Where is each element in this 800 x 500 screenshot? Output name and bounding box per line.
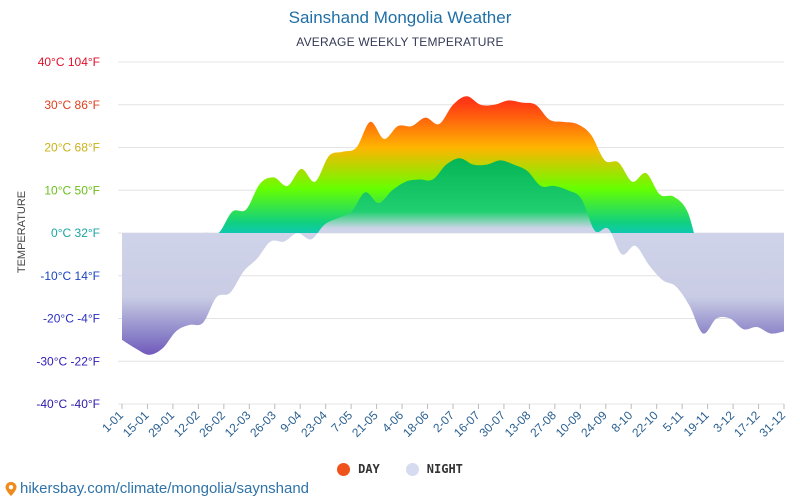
x-tick-label: 18-06 (400, 408, 432, 440)
x-tick-label: 21-05 (349, 408, 381, 440)
legend-item-night[interactable]: NIGHT (405, 462, 463, 476)
y-tick-label: 20°C 68°F (44, 141, 100, 155)
y-tick-label: 10°C 50°F (44, 183, 100, 197)
legend-night-swatch (405, 462, 419, 476)
x-tick-label: 10-09 (553, 408, 585, 440)
y-tick-label: 0°C 32°F (51, 226, 100, 240)
chart-title: Sainshand Mongolia Weather (288, 8, 512, 27)
legend-day-swatch (337, 462, 351, 476)
night-area (122, 158, 784, 355)
chart-svg: 40°C 104°F 30°C 86°F 20°C 68°F 10°C 50°F 0°C… (36, 55, 789, 440)
y-tick-label: -40°C -40°F (36, 397, 100, 411)
source-url: hikersbay.com/climate/mongolia/saynshand (20, 480, 310, 497)
y-tick-label: 30°C 86°F (44, 98, 100, 112)
chart-subtitle: AVERAGE WEEKLY TEMPERATURE (296, 35, 504, 49)
x-tick-label: 15-01 (120, 408, 152, 440)
y-tick-label: 40°C 104°F (38, 55, 100, 69)
legend-night-label: NIGHT (426, 462, 463, 476)
x-tick-label: 30-07 (476, 408, 508, 440)
x-tick-label: 24-09 (578, 408, 610, 440)
source-link[interactable]: hikersbay.com/climate/mongolia/saynshand (4, 480, 309, 497)
legend: DAY NIGHT (0, 462, 800, 476)
location-pin-icon (5, 481, 17, 496)
x-tick-label: 19-11 (681, 408, 712, 439)
legend-item-day[interactable]: DAY (337, 462, 380, 476)
x-tick-label: 31-12 (757, 408, 789, 440)
y-tick-label: -30°C -22°F (36, 354, 100, 368)
x-tick-label: 26-03 (247, 408, 279, 440)
x-tick-label: 23-04 (298, 408, 330, 440)
y-tick-label: -10°C 14°F (40, 269, 100, 283)
x-tick-label: 17-12 (731, 408, 763, 440)
x-tick-label: 12-03 (222, 408, 254, 440)
x-tick-label: 12-02 (171, 408, 203, 440)
x-tick-label: 16-07 (451, 408, 483, 440)
x-tick-label: 22-10 (629, 408, 661, 440)
x-tick-label: 27-08 (527, 408, 559, 440)
x-tick-label: 13-08 (502, 408, 534, 440)
x-tick-label: 26-02 (196, 408, 228, 440)
x-tick-label: 29-01 (145, 408, 177, 440)
legend-day-label: DAY (358, 462, 380, 476)
y-tick-label: -20°C -4°F (43, 312, 100, 326)
